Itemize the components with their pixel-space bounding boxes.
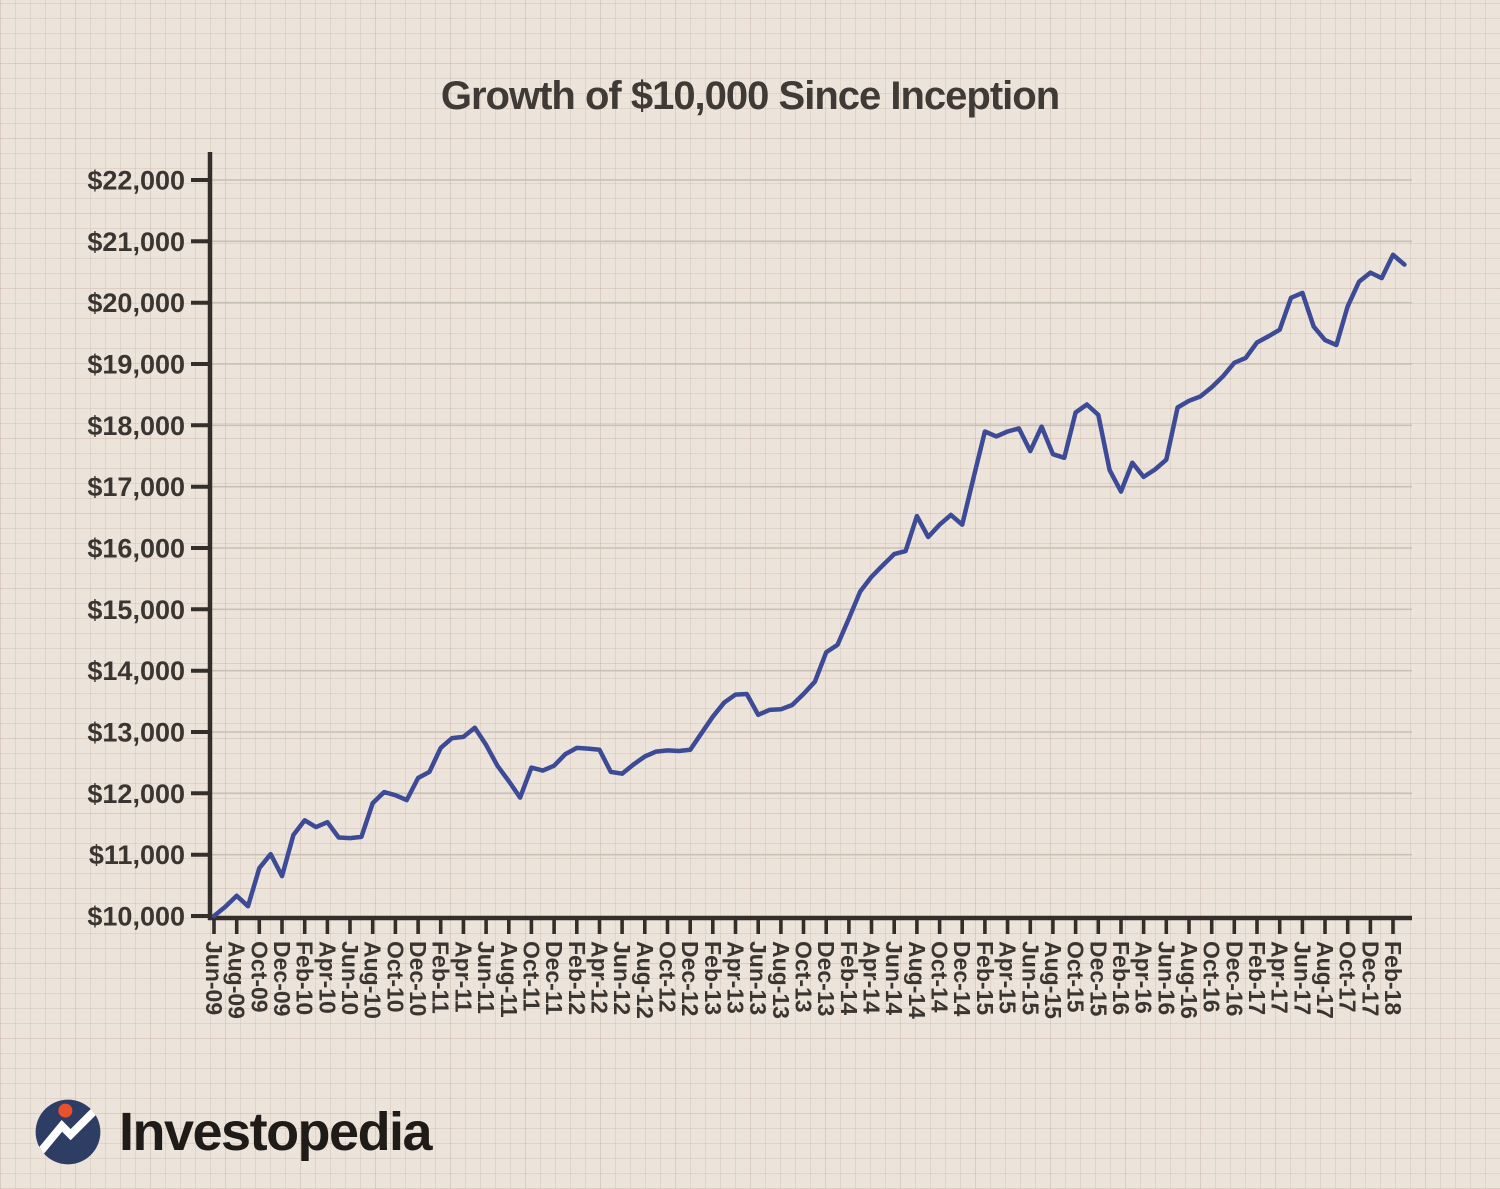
y-gridlines: [210, 179, 1412, 856]
x-tick-label: Feb-15: [972, 941, 998, 1015]
x-tick-label: Feb-11: [428, 941, 454, 1014]
x-tick-label: Aug-15: [1040, 941, 1066, 1019]
y-tick-label: $18,000: [87, 411, 185, 441]
x-tick-label: Oct-15: [1063, 941, 1089, 1013]
y-tick-label: $11,000: [89, 840, 185, 870]
x-tick-label: Apr-16: [1131, 941, 1157, 1014]
x-tick-label: Aug-11: [496, 941, 522, 1018]
y-tick-label: $13,000: [87, 718, 185, 748]
logo-zigzag-line: [35, 1102, 101, 1160]
x-tick-label: Aug-14: [904, 941, 930, 1019]
axes: [207, 152, 1412, 921]
chart-title: Growth of $10,000 Since Inception: [440, 74, 1060, 118]
logo-dot: [58, 1103, 73, 1118]
x-tick-label: Dec-11: [541, 941, 567, 1015]
x-tick-label: Apr-14: [859, 941, 885, 1014]
x-tick-label: Dec-14: [949, 941, 975, 1017]
logo-brand-text: Investopedia: [119, 1102, 433, 1162]
y-tick-label: $22,000: [87, 166, 185, 196]
x-tick-label: Oct-16: [1199, 941, 1225, 1013]
x-tick-label: Oct-11: [518, 941, 544, 1012]
x-tick-label: Jun-13: [745, 941, 771, 1015]
x-tick-label: Jun-17: [1289, 941, 1315, 1015]
x-tick-label: Oct-14: [927, 941, 953, 1013]
y-tick-label: $15,000: [87, 595, 185, 625]
x-tick-label: Apr-13: [723, 941, 749, 1014]
x-tick-label: Apr-15: [995, 941, 1021, 1014]
x-tick-label: Jun-10: [337, 941, 363, 1015]
x-tick-label: Jun-12: [609, 941, 635, 1015]
x-tick-label: Jun-09: [201, 941, 227, 1015]
x-tick-label: Dec-09: [269, 941, 295, 1016]
x-tick-label: Oct-09: [246, 941, 272, 1013]
x-tick-label: Oct-17: [1335, 941, 1361, 1013]
x-tick-label: Aug-16: [1176, 941, 1202, 1019]
x-tick-label: Oct-13: [791, 941, 817, 1013]
x-tick-label: Apr-11: [450, 941, 476, 1013]
y-tick-label: $19,000: [87, 350, 185, 380]
x-tick-label: Feb-17: [1244, 941, 1270, 1015]
x-tick-label: Jun-14: [881, 941, 907, 1015]
y-axis-labels: $10,000 $11,000 $12,000 $13,000 $14,000 $15,0…: [87, 166, 185, 932]
x-tick-label: Aug-13: [768, 941, 794, 1019]
y-tick-label: $10,000: [87, 902, 185, 932]
x-tick-label: Oct-10: [382, 941, 408, 1013]
x-tick-label: Feb-18: [1380, 941, 1406, 1015]
y-tick-label: $21,000: [87, 227, 185, 257]
x-tick-label: Apr-17: [1267, 941, 1293, 1014]
y-tick-label: $14,000: [87, 656, 185, 686]
axis-ticks: [191, 178, 1395, 934]
x-tick-label: Dec-13: [813, 941, 839, 1016]
x-tick-label: Apr-12: [587, 941, 613, 1014]
x-tick-label: Feb-13: [700, 941, 726, 1015]
x-tick-label: Aug-09: [224, 941, 250, 1019]
x-tick-label: Dec-12: [677, 941, 703, 1016]
x-tick-label: Jun-11: [473, 941, 499, 1014]
investopedia-chart-i-icon: [35, 1099, 101, 1165]
x-tick-label: Jun-15: [1017, 941, 1043, 1015]
x-tick-label: Dec-17: [1357, 941, 1383, 1016]
x-tick-label: Apr-10: [314, 941, 340, 1014]
y-tick-label: $16,000: [87, 534, 185, 564]
x-tick-label: Feb-14: [836, 941, 862, 1015]
x-tick-label: Jun-16: [1153, 941, 1179, 1015]
x-tick-label: Feb-10: [292, 941, 318, 1015]
y-tick-label: $17,000: [87, 472, 185, 502]
x-tick-label: Aug-12: [632, 941, 658, 1019]
investopedia-logo: Investopedia: [33, 1097, 433, 1167]
x-axis-labels: Jun-09Aug-09Oct-09Dec-09Feb-10Apr-10Jun-…: [201, 941, 1406, 1019]
y-tick-label: $20,000: [87, 288, 185, 318]
x-tick-label: Aug-17: [1312, 941, 1338, 1019]
x-tick-label: Oct-12: [655, 941, 681, 1013]
x-tick-label: Dec-10: [405, 941, 431, 1016]
series-line: [211, 252, 1407, 919]
x-tick-label: Dec-15: [1085, 941, 1111, 1017]
x-tick-label: Feb-12: [564, 941, 590, 1015]
x-tick-label: Feb-16: [1108, 941, 1134, 1015]
y-tick-label: $12,000: [87, 779, 185, 809]
x-tick-label: Aug-10: [360, 941, 386, 1019]
x-tick-label: Dec-16: [1221, 941, 1247, 1016]
